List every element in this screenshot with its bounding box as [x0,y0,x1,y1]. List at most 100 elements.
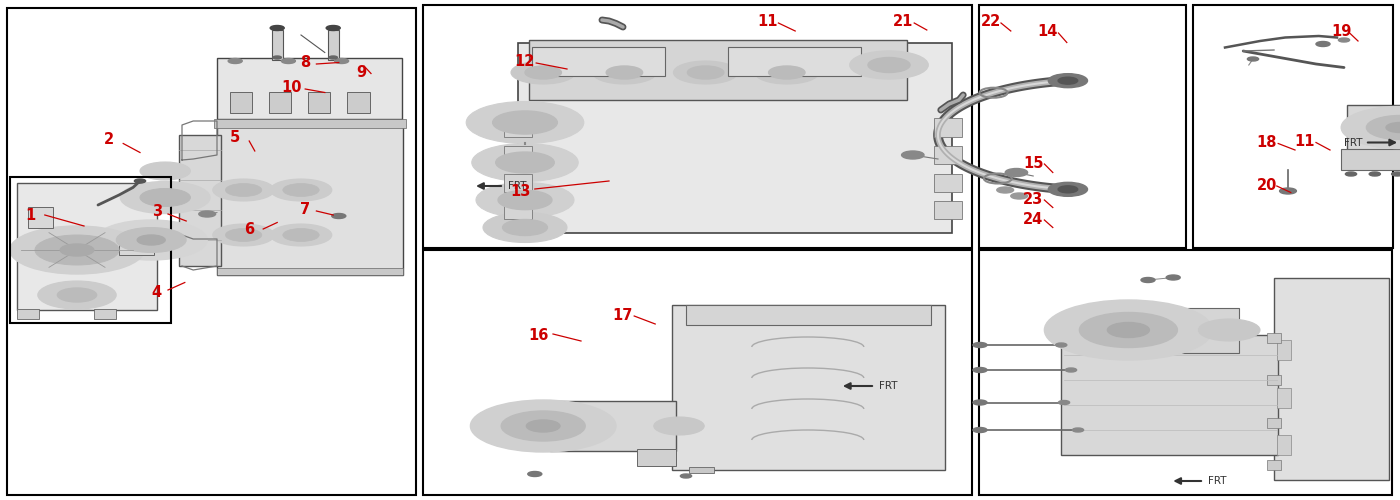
Circle shape [868,58,910,72]
Circle shape [1198,319,1260,341]
Circle shape [283,184,319,196]
Bar [529,40,907,100]
Circle shape [213,224,274,246]
Circle shape [997,187,1014,193]
Bar [1267,460,1281,470]
Bar [1277,340,1291,360]
Text: 14: 14 [1037,24,1057,38]
Text: 7: 7 [300,202,311,218]
Circle shape [755,61,819,84]
Circle shape [1011,193,1028,199]
Text: 1: 1 [25,208,36,222]
Text: 22: 22 [981,14,1001,28]
Circle shape [95,220,207,260]
Circle shape [199,211,216,217]
Bar [1347,105,1400,150]
Bar [94,309,116,319]
Text: 2: 2 [104,132,115,148]
Circle shape [228,58,242,64]
Bar [1267,332,1281,342]
Circle shape [654,417,704,435]
Bar [217,58,402,119]
Circle shape [270,224,332,246]
Circle shape [1049,182,1088,196]
Bar [17,182,157,310]
Bar [328,30,339,60]
Circle shape [1166,275,1180,280]
Text: 5: 5 [230,130,241,145]
Bar [1267,418,1281,428]
Circle shape [470,400,616,452]
Text: 6: 6 [244,222,255,238]
Bar [423,250,972,495]
Circle shape [973,428,987,432]
Circle shape [525,66,561,79]
Circle shape [673,61,738,84]
Text: 19: 19 [1331,24,1351,38]
Circle shape [472,144,578,182]
Circle shape [137,235,165,245]
Bar [518,42,952,232]
Circle shape [1392,172,1400,176]
Circle shape [1338,38,1350,42]
Circle shape [511,61,575,84]
Text: 23: 23 [1023,192,1043,206]
Circle shape [1107,322,1149,338]
Text: 8: 8 [300,55,311,70]
Bar [217,126,403,275]
Circle shape [225,184,262,196]
Text: 18: 18 [1257,135,1277,150]
Bar [979,250,1392,495]
Bar [308,92,330,112]
Circle shape [38,281,116,309]
Bar [504,174,532,192]
Circle shape [140,162,190,180]
Circle shape [1049,74,1088,88]
Bar [17,309,39,319]
Text: 15: 15 [1023,156,1043,172]
Text: 10: 10 [281,80,301,95]
Circle shape [476,182,574,218]
Circle shape [902,151,924,159]
Circle shape [1366,116,1400,140]
Circle shape [501,411,585,441]
Circle shape [134,179,146,183]
Circle shape [1280,188,1296,194]
Text: 24: 24 [1023,212,1043,226]
Text: FRT: FRT [508,181,526,191]
Circle shape [493,111,557,134]
Circle shape [120,182,210,214]
Text: 4: 4 [151,285,162,300]
Circle shape [1141,278,1155,282]
Circle shape [850,51,928,79]
Circle shape [1247,57,1259,61]
Text: 13: 13 [511,184,531,198]
Circle shape [35,235,119,265]
Text: 9: 9 [356,65,367,80]
Text: 20: 20 [1257,178,1277,194]
Bar [214,118,406,128]
Text: 21: 21 [893,14,913,28]
Bar [1134,308,1239,352]
Bar [934,118,962,136]
Bar [689,466,714,472]
Bar [504,201,532,219]
Circle shape [1044,300,1212,360]
Bar [1193,5,1393,248]
Circle shape [281,58,295,64]
Text: 16: 16 [529,328,549,342]
Text: 17: 17 [613,308,633,322]
Circle shape [213,179,274,201]
Bar [272,30,283,60]
Circle shape [1369,172,1380,176]
Circle shape [1072,428,1084,432]
Bar [979,5,1186,248]
Bar [230,92,252,112]
Text: 3: 3 [151,204,162,218]
Circle shape [326,26,340,30]
Circle shape [60,244,94,256]
Bar [934,174,962,192]
Bar [347,92,370,112]
Bar [672,305,945,470]
Circle shape [1079,312,1177,348]
